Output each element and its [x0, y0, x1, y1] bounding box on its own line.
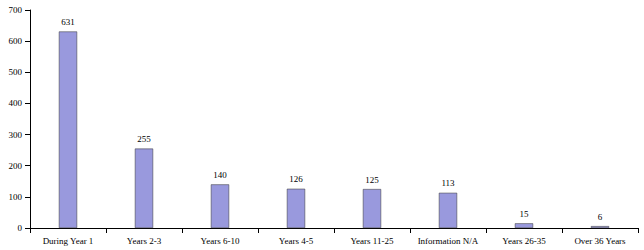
svg-text:0: 0	[18, 223, 23, 233]
svg-text:Information N/A: Information N/A	[418, 236, 479, 246]
svg-text:During Year 1: During Year 1	[43, 236, 94, 246]
svg-text:100: 100	[9, 192, 23, 202]
svg-text:Years 26-35: Years 26-35	[502, 236, 546, 246]
svg-text:Years 2-3: Years 2-3	[127, 236, 162, 246]
svg-text:113: 113	[441, 178, 455, 188]
svg-text:300: 300	[9, 130, 23, 140]
svg-text:15: 15	[520, 209, 530, 219]
svg-text:Years 11-25: Years 11-25	[350, 236, 394, 246]
svg-text:140: 140	[213, 170, 227, 180]
svg-text:Years 6-10: Years 6-10	[201, 236, 240, 246]
svg-text:500: 500	[9, 67, 23, 77]
svg-text:125: 125	[365, 175, 379, 185]
svg-text:Over 36 Years: Over 36 Years	[574, 236, 626, 246]
svg-text:400: 400	[9, 98, 23, 108]
svg-text:126: 126	[289, 174, 303, 184]
svg-text:Years 4-5: Years 4-5	[279, 236, 314, 246]
svg-text:255: 255	[137, 134, 151, 144]
svg-text:200: 200	[9, 161, 23, 171]
svg-text:700: 700	[9, 5, 23, 15]
svg-text:631: 631	[61, 17, 75, 27]
svg-text:6: 6	[598, 212, 603, 222]
svg-text:600: 600	[9, 36, 23, 46]
